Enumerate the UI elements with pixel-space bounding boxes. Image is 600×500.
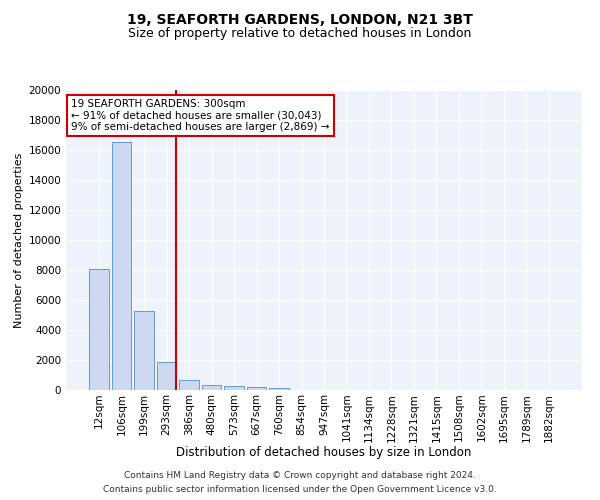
Text: Size of property relative to detached houses in London: Size of property relative to detached ho… (128, 28, 472, 40)
Bar (202, 385, 221, 390)
Text: 19, SEAFORTH GARDENS, LONDON, N21 3BT: 19, SEAFORTH GARDENS, LONDON, N21 3BT (127, 12, 473, 26)
Bar (269, 388, 289, 390)
Text: Contains HM Land Registry data © Crown copyright and database right 2024.
Contai: Contains HM Land Registry data © Crown c… (103, 472, 497, 494)
Text: 19 SEAFORTH GARDENS: 300sqm
← 91% of detached houses are smaller (30,043)
9% of : 19 SEAFORTH GARDENS: 300sqm ← 91% of det… (71, 99, 329, 132)
Bar (157, 362, 176, 390)
Bar (179, 380, 199, 390)
Bar (134, 310, 154, 390)
Bar (112, 142, 131, 390)
Bar (89, 268, 109, 390)
X-axis label: Distribution of detached houses by size in London: Distribution of detached houses by size … (176, 446, 472, 458)
Bar (247, 387, 266, 390)
Y-axis label: Number of detached properties: Number of detached properties (14, 152, 24, 328)
Bar (224, 386, 244, 390)
